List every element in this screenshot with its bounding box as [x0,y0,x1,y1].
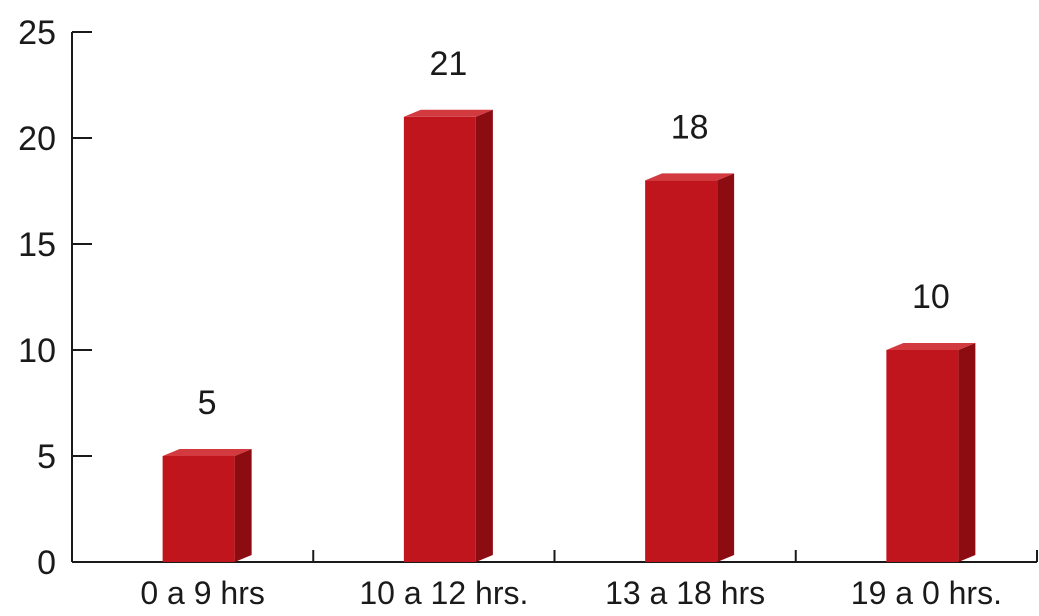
bar [645,173,735,562]
data-labels: 5 21 18 10 [198,45,950,422]
x-category-label: 19 a 0 hrs. [851,575,1002,611]
x-axis: 0 a 9 hrs 10 a 12 hrs. 13 a 18 hrs 19 a 0 h… [72,550,1038,611]
bar-front [403,116,476,563]
y-tick-label: 25 [18,14,56,52]
bar-front [886,350,959,562]
y-axis: 0 5 10 15 20 25 [18,14,92,582]
y-tick-label: 5 [37,438,56,476]
bar-top [886,343,976,350]
x-category-label: 13 a 18 hrs [605,575,765,611]
x-category-label: 10 a 12 hrs. [359,575,528,611]
bar-front [162,456,235,562]
x-category-label: 0 a 9 hrs [140,575,265,611]
bars [162,109,976,563]
bar [886,343,976,562]
bar-value-label: 21 [429,45,467,83]
bar-front [645,180,718,562]
y-tick-label: 10 [18,332,56,370]
bar-top [403,109,493,117]
y-tick-label: 20 [18,120,56,158]
bar-top [162,449,252,456]
bar-value-label: 5 [198,384,217,422]
bar-side [475,109,493,563]
bar-value-label: 18 [671,108,709,146]
bar-side [717,173,735,562]
bar-side [234,449,252,562]
bar-side [958,343,976,562]
bar [403,109,493,563]
bar-top [645,173,735,181]
bar [162,449,252,562]
y-tick-label: 0 [37,544,56,582]
bar-value-label: 10 [912,278,950,316]
y-tick-label: 15 [18,226,56,264]
